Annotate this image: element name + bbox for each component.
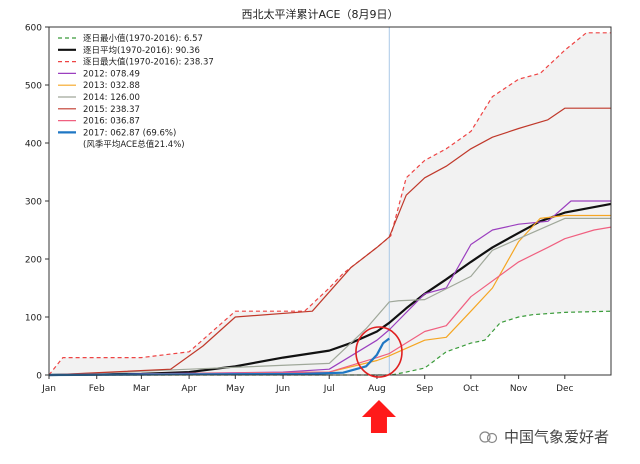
x-tick-label: Apr [181,384,197,394]
x-tick-label: Nov [510,384,528,394]
legend-label-4: 2013: 032.88 [83,81,140,91]
series-line-6 [48,107,611,376]
watermark-text: 中国气象爱好者 [504,428,610,446]
x-tick-label: Feb [89,384,105,394]
x-tick-label: Jul [323,384,335,394]
x-tick-label: Dec [556,384,573,394]
min-max-band [49,32,611,376]
legend-label-0: 逐日最小值(1970-2016): 6.57 [83,33,203,44]
legend-label-3: 2012: 078.49 [83,69,140,79]
y-tick-label: 600 [25,24,42,34]
x-tick-label: Jan [41,384,56,394]
y-tick-label: 200 [25,256,42,266]
series-line-8 [48,337,390,377]
legend-label-8-line2: (风季平均ACE总值21.4%) [83,139,185,150]
legend-label-8: 2017: 062.87 (69.6%) [83,128,176,138]
x-tick-label: Mar [133,384,150,394]
legend-label-1: 逐日平均(1970-2016): 90.36 [83,45,200,56]
series-line-3 [48,200,611,376]
x-tick-label: Oct [463,384,479,394]
series-line-0 [49,310,612,376]
legend-label-6: 2015: 238.37 [83,105,140,115]
legend-label-5: 2014: 126.00 [83,93,140,103]
y-tick-label: 100 [25,314,42,324]
chart-title: 西北太平洋累计ACE（8月9日） [242,7,399,21]
series-line-7 [48,226,612,376]
y-tick-label: 500 [25,82,42,92]
highlight-circle [355,326,403,378]
x-tick-label: Jun [275,384,290,394]
x-tick-label: May [226,384,245,394]
wechat-icon [479,431,498,444]
x-tick-label: Sep [416,384,433,394]
legend-label-7: 2016: 036.87 [83,117,140,127]
y-tick-label: 300 [25,198,42,208]
series-line-5 [48,217,611,376]
legend-label-2: 逐日最大值(1970-2016): 238.37 [83,57,214,68]
up-arrow-icon [361,400,396,433]
watermark: 中国气象爱好者 [478,426,609,447]
y-tick-label: 400 [25,140,42,150]
x-tick-label: Aug [368,384,386,394]
series-line-2 [48,32,611,376]
y-tick-label: 0 [36,372,42,382]
